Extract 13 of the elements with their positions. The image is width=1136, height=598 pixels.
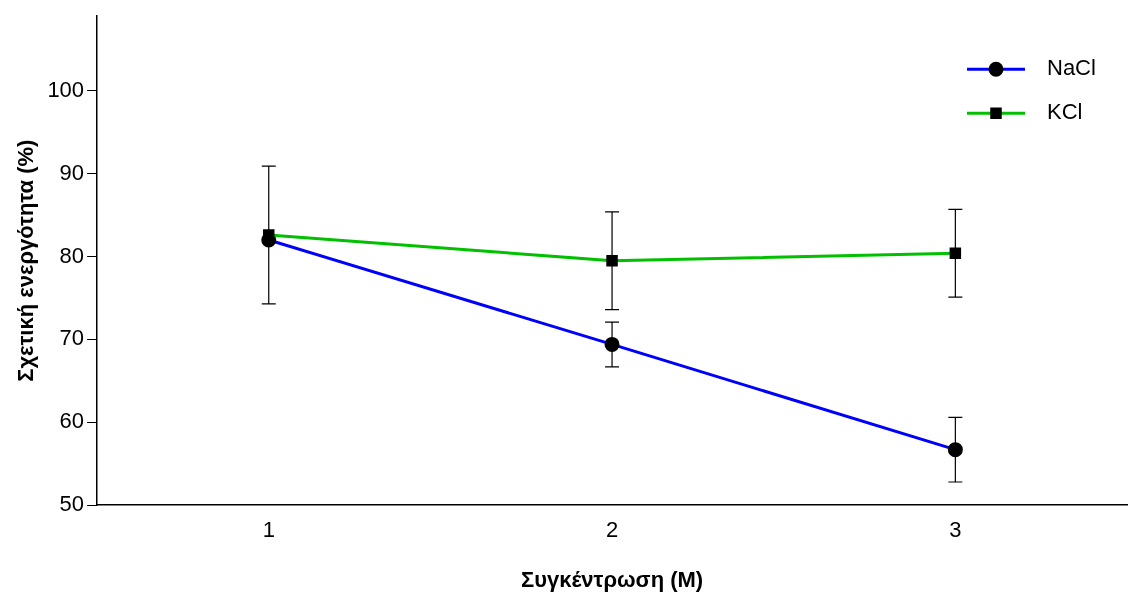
y-tick-label: 60 bbox=[59, 408, 85, 434]
y-tick-label: 80 bbox=[59, 242, 85, 268]
legend-label: NaCl bbox=[1047, 55, 1096, 81]
y-tick-label: 50 bbox=[59, 491, 85, 517]
y-tick-label: 70 bbox=[59, 325, 85, 351]
y-tick-label: 90 bbox=[59, 159, 85, 185]
y-tick-label: 100 bbox=[47, 76, 85, 102]
x-tick-label: 2 bbox=[605, 517, 619, 543]
x-tick-label: 1 bbox=[262, 517, 275, 543]
y-axis-title: Σχετική ενεργότητα (%) bbox=[13, 139, 39, 382]
x-tick-label: 3 bbox=[949, 517, 962, 543]
x-axis-title: Συγκέντρωση (M) bbox=[520, 566, 704, 592]
legend-label: KCl bbox=[1047, 99, 1083, 125]
